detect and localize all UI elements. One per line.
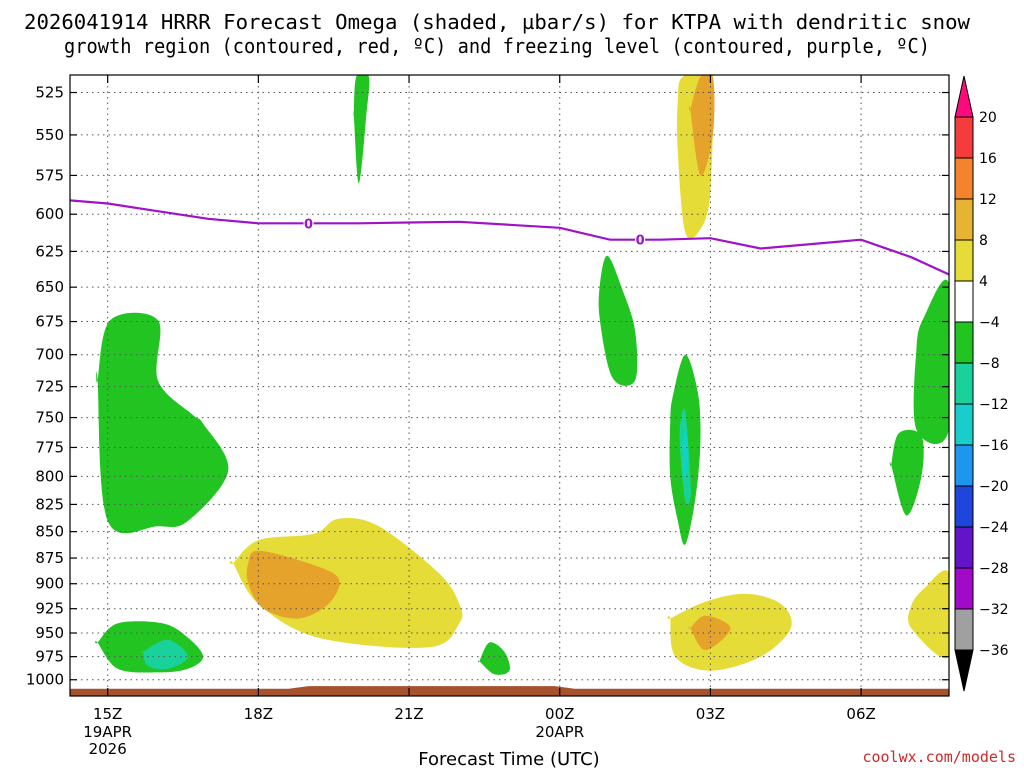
plot-frame	[69, 74, 950, 697]
colorbar-label: 12	[979, 192, 997, 208]
x-tick-year-label: 2026	[89, 740, 127, 758]
colorbar-label: 4	[979, 274, 988, 290]
colorbar-label: −12	[979, 397, 1009, 413]
colorbar-label: −36	[979, 643, 1009, 659]
y-tick-label: 800	[35, 467, 64, 485]
y-tick-label: 850	[35, 523, 64, 541]
x-tick-label: 18Z	[244, 705, 273, 723]
colorbar-segment	[954, 362, 974, 405]
omega-region-yellow-13	[667, 593, 792, 671]
x-tick-label: 00Z	[545, 705, 574, 723]
plot-background	[70, 75, 949, 696]
omega-region-cyan-10	[682, 429, 688, 483]
y-tick-label: 550	[35, 126, 64, 144]
site-credit: coolwx.com/models	[862, 748, 1016, 766]
x-axis-title: Forecast Time (UTC)	[418, 749, 599, 768]
colorbar-label: −4	[979, 315, 1000, 331]
y-tick-label: 625	[35, 242, 64, 260]
y-tick-label: 575	[35, 166, 64, 184]
y-tick-label: 600	[35, 205, 64, 223]
omega-region-yellow-14	[907, 570, 949, 659]
colorbar-label: 20	[979, 110, 997, 126]
colorbar-label: 8	[979, 233, 988, 249]
x-tick-label: 06Z	[846, 705, 875, 723]
y-tick-label: 825	[35, 495, 64, 513]
colorbar-label: −8	[979, 356, 1000, 372]
colorbar-top-arrow	[954, 75, 974, 118]
y-tick-label: 950	[35, 624, 64, 642]
ground-surface	[70, 686, 949, 696]
y-tick-label: 700	[35, 346, 64, 364]
y-tick-label: 675	[35, 313, 64, 331]
y-tick-label: 775	[35, 438, 64, 456]
omega-region-green-7	[477, 642, 510, 675]
x-tick-label: 21Z	[394, 705, 423, 723]
colorbar-segment	[954, 403, 974, 446]
colorbar-label: −32	[979, 602, 1009, 618]
y-tick-label: 975	[35, 648, 64, 666]
freezing-level-line	[70, 199, 949, 276]
y-tick-label: 725	[35, 378, 64, 396]
y-tick-label: 875	[35, 549, 64, 567]
y-tick-label: 900	[35, 575, 64, 593]
omega-region-orange-16	[246, 550, 340, 619]
freezing-level-group: 00	[70, 199, 949, 276]
colorbar-segment	[954, 485, 974, 528]
omega-region-green-1	[353, 75, 370, 184]
ground-layer	[70, 686, 949, 696]
y-tick-label: 750	[35, 409, 64, 427]
omega-region-green-5	[889, 429, 924, 516]
colorbar-label: −28	[979, 561, 1009, 577]
colorbar-segment	[954, 198, 974, 241]
grid-lines	[70, 75, 949, 696]
colorbar-segment	[954, 280, 974, 323]
y-tick-label: 1000	[26, 671, 64, 689]
omega-region-teal-8	[140, 639, 188, 670]
colorbar-label: −20	[979, 479, 1009, 495]
chart-title-line-1: 2026041914 HRRR Forecast Omega (shaded, …	[24, 10, 971, 34]
colorbar-segment	[954, 526, 974, 569]
colorbar-segment	[954, 239, 974, 282]
colorbar-segment	[954, 567, 974, 610]
x-tick-date-label: 19APR	[83, 723, 132, 741]
colorbar-segment	[954, 157, 974, 200]
y-tick-label: 650	[35, 278, 64, 296]
colorbar-label: −16	[979, 438, 1009, 454]
freezing-label-bg-1	[635, 232, 646, 247]
colorbar-bottom-arrow	[954, 649, 974, 692]
colorbar: 20 16 12 8 4 −4 −8 −12 −16 −20 −24 −28 −32 −36	[954, 75, 1009, 692]
x-tick-date-label: 20APR	[535, 723, 584, 741]
freezing-level-label: 0	[636, 234, 645, 249]
colorbar-label: −24	[979, 520, 1009, 536]
colorbar-label: 16	[979, 151, 997, 167]
y-tick-label: 925	[35, 600, 64, 618]
colorbar-segment	[954, 608, 974, 651]
freezing-label-bg-0	[303, 216, 314, 231]
colorbar-segment	[954, 444, 974, 487]
x-tick-label: 15Z	[93, 705, 122, 723]
freezing-level-label: 0	[304, 217, 313, 232]
omega-region-green-2	[598, 255, 638, 386]
omega-shaded-regions	[95, 75, 949, 675]
omega-region-green-0	[96, 312, 229, 534]
y-tick-label: 525	[35, 84, 64, 102]
y-axis: 525 550 575 600 625 650 675 700 725 750 775 800 825 8…	[26, 84, 949, 689]
colorbar-segment	[954, 116, 974, 159]
omega-region-green-4	[913, 279, 949, 444]
omega-region-orange-15	[689, 75, 715, 176]
x-tick-label: 03Z	[696, 705, 725, 723]
colorbar-segment	[954, 321, 974, 364]
chart-title-line-2: growth region (contoured, red, ºC) and f…	[64, 34, 930, 58]
